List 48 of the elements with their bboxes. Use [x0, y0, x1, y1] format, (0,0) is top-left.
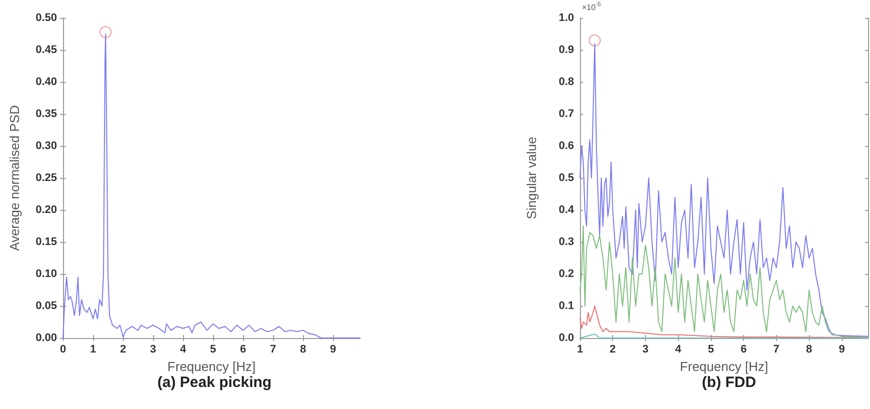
x-tick-label: 3 — [150, 344, 156, 356]
y-tick-label: 0.4 — [558, 204, 575, 216]
x-tick-label: 5 — [210, 344, 216, 356]
y-tick-label: 0.0 — [558, 332, 574, 344]
y-tick-label: 0.35 — [36, 108, 57, 120]
y-tick-label: 0.3 — [558, 236, 574, 248]
text: (a) Peak picking — [157, 374, 272, 391]
x-tick-label: 2 — [610, 344, 616, 356]
x-tick-label: 6 — [740, 344, 747, 356]
x-tick-label: 8 — [806, 344, 812, 356]
x-tick-label: 9 — [838, 344, 845, 356]
y-axis-title: Average normalised PSD — [7, 105, 22, 251]
x-tick-label: 9 — [330, 344, 336, 356]
x-tick-label: 1 — [576, 344, 584, 356]
y-tick-label: 0.50 — [36, 12, 57, 24]
x-tick-label: 0 — [60, 344, 66, 356]
y-tick-label: 0.7 — [558, 108, 574, 120]
y-tick-label: 0.05 — [36, 300, 57, 312]
y-tick-label: 0.15 — [36, 236, 57, 248]
y-tick-label: 1.0 — [558, 12, 574, 24]
y-tick-label: 0.25 — [36, 172, 57, 184]
text: (b) FDD — [702, 374, 756, 391]
y-tick-label: 0.00 — [36, 332, 57, 344]
y-tick-label: 0.5 — [558, 172, 574, 184]
y-tick-label: 0.45 — [36, 44, 57, 56]
y-tick-label: 0.6 — [558, 140, 574, 152]
x-tick-label: 1 — [90, 344, 96, 356]
y-tick-label: 0.2 — [558, 268, 574, 280]
x-tick-label: 2 — [120, 344, 126, 356]
x-tick-label: 4 — [675, 344, 682, 356]
x-axis-title: Frequency [Hz] — [167, 358, 256, 374]
y-tick-label: 0.10 — [36, 268, 57, 280]
x-tick-label: 3 — [642, 344, 649, 356]
y-tick-label: 0.9 — [558, 44, 574, 56]
y-tick-label: 0.40 — [36, 76, 57, 88]
y-axis-title: Singular value — [524, 136, 539, 220]
x-tick-label: 5 — [708, 344, 714, 356]
x-tick-label: 6 — [240, 344, 246, 356]
y-tick-label: 0.30 — [36, 140, 57, 152]
x-tick-label: 4 — [180, 344, 187, 356]
x-tick-label: 7 — [773, 344, 780, 356]
x-axis-title: Frequency [Hz] — [680, 358, 768, 374]
x-tick-label: 8 — [300, 344, 306, 356]
y-tick-label: 0.8 — [558, 76, 574, 88]
y-tick-label: 0.20 — [36, 204, 57, 216]
x-tick-label: 7 — [270, 344, 276, 356]
line-series — [62, 34, 360, 338]
y-tick-label: 0.1 — [558, 300, 574, 312]
